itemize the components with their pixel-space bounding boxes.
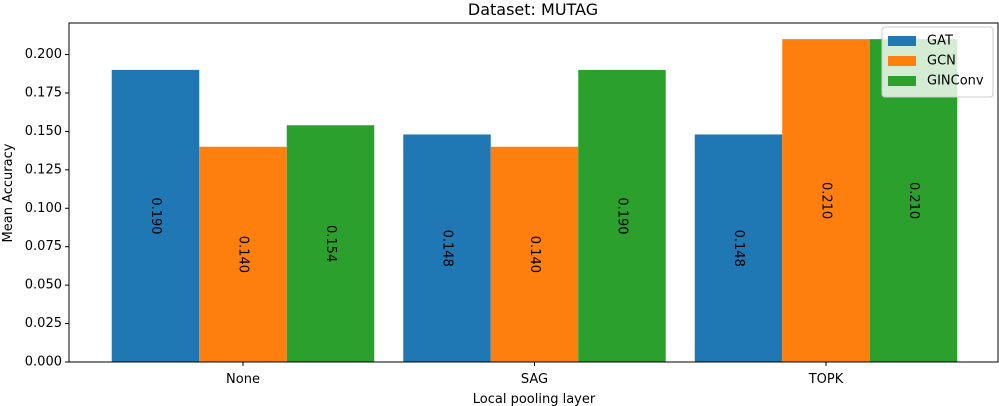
plot-frame: [68, 22, 999, 363]
legend-swatch-ginconv: [888, 76, 916, 86]
bar-ginconv-none: [286, 125, 375, 362]
bar-value-label: 0.140: [527, 236, 542, 273]
legend-swatch-gat: [888, 36, 916, 46]
chart-title: Dataset: MUTAG: [468, 0, 598, 19]
bar-ginconv-sag: [578, 69, 666, 362]
x-axis-label: Local pooling layer: [473, 392, 596, 406]
legend-swatch-gcn: [888, 56, 916, 66]
bar-value-label: 0.210: [906, 182, 921, 219]
x-tick-label: None: [226, 372, 260, 387]
y-tick-label: 0.050: [25, 278, 62, 293]
bar-value-label: 0.148: [440, 230, 455, 267]
bar-gcn-topk: [782, 39, 870, 363]
bar-value-label: 0.190: [615, 197, 630, 234]
bar-value-label: 0.148: [731, 230, 746, 267]
y-axis: 0.000 0.025 0.050 0.075 0.100 0.125 0.150 0.175…: [25, 47, 69, 370]
bar-gcn-none: [199, 146, 287, 362]
bars-layer: [111, 39, 958, 363]
y-axis-label: Mean Accuracy: [1, 143, 16, 242]
bar-value-label: 0.210: [819, 182, 834, 219]
x-tick-label: SAG: [521, 372, 548, 387]
legend-label-gat: GAT: [927, 34, 953, 49]
y-tick-label: 0.075: [25, 239, 62, 254]
bar-value-label: 0.140: [236, 236, 251, 273]
y-tick-label: 0.000: [25, 355, 62, 370]
x-axis: None SAG TOPK: [226, 362, 844, 387]
y-tick-label: 0.100: [25, 201, 62, 216]
x-tick-label: TOPK: [808, 372, 844, 387]
legend: GAT GCN GINConv: [881, 26, 994, 98]
legend-label-ginconv: GINConv: [927, 74, 984, 89]
bar-labels-layer: 0.190 0.148 0.148 0.140 0.140 0.210 0.154 0.190…: [148, 182, 921, 273]
legend-label-gcn: GCN: [927, 54, 956, 69]
y-tick-label: 0.025: [25, 316, 62, 331]
bar-gat-none: [111, 69, 200, 362]
bar-gat-sag: [403, 134, 491, 362]
y-tick-label: 0.200: [25, 47, 62, 62]
y-tick-label: 0.150: [25, 124, 62, 139]
y-tick-label: 0.125: [25, 162, 62, 177]
bar-gcn-sag: [490, 146, 579, 362]
bar-gat-topk: [694, 134, 783, 362]
bar-value-label: 0.154: [323, 225, 338, 262]
y-tick-label: 0.175: [25, 85, 62, 100]
bar-value-label: 0.190: [148, 197, 163, 234]
